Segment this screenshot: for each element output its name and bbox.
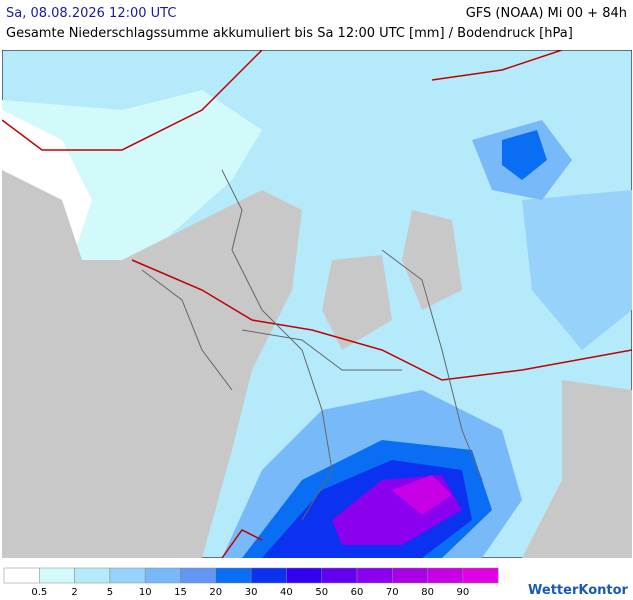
land xyxy=(322,255,392,350)
legend-label: 2 xyxy=(71,587,77,598)
legend-swatch xyxy=(215,567,252,584)
land xyxy=(402,210,462,310)
isobars xyxy=(2,50,632,558)
legend-label: 15 xyxy=(174,587,187,598)
legend-label: 70 xyxy=(386,587,399,598)
legend-label: 50 xyxy=(315,587,328,598)
legend-label: 5 xyxy=(107,587,113,598)
land xyxy=(522,380,632,558)
legend: 0.5 2 5 10 15 20 30 40 50 60 70 80 90 WetterKontor xyxy=(3,567,629,598)
legend-label: 90 xyxy=(457,587,470,598)
legend-label: 60 xyxy=(351,587,364,598)
legend-label: 40 xyxy=(280,587,293,598)
valid-time: Sa, 08.08.2026 12:00 UTC xyxy=(6,6,177,21)
legend-label: 20 xyxy=(209,587,222,598)
map xyxy=(2,50,632,558)
legend-swatch xyxy=(144,567,181,584)
land xyxy=(2,170,302,558)
legend-swatch xyxy=(286,567,322,584)
legend-swatch xyxy=(462,567,499,584)
legend-swatch xyxy=(180,567,217,584)
precip-area xyxy=(502,130,547,180)
precip-area xyxy=(392,475,452,515)
legend-label: 10 xyxy=(139,587,152,598)
legend-swatch xyxy=(427,567,464,584)
legend-label: 0.5 xyxy=(31,587,47,598)
legend-label: 30 xyxy=(245,587,258,598)
legend-swatch xyxy=(39,567,75,584)
legend-swatch xyxy=(250,567,287,584)
borders xyxy=(141,169,483,521)
legend-swatch xyxy=(321,567,358,584)
legend-swatch xyxy=(74,567,111,584)
legend-label: 80 xyxy=(421,587,434,598)
legend-swatch xyxy=(3,567,40,584)
legend-swatch xyxy=(356,567,393,584)
description: Gesamte Niederschlagssumme akkumuliert b… xyxy=(6,26,573,41)
precip-area xyxy=(522,190,632,350)
legend-swatch xyxy=(392,567,428,584)
logo: WetterKontor xyxy=(528,583,629,598)
model-run: GFS (NOAA) Mi 00 + 84h xyxy=(465,6,627,21)
legend-swatch xyxy=(109,567,146,584)
